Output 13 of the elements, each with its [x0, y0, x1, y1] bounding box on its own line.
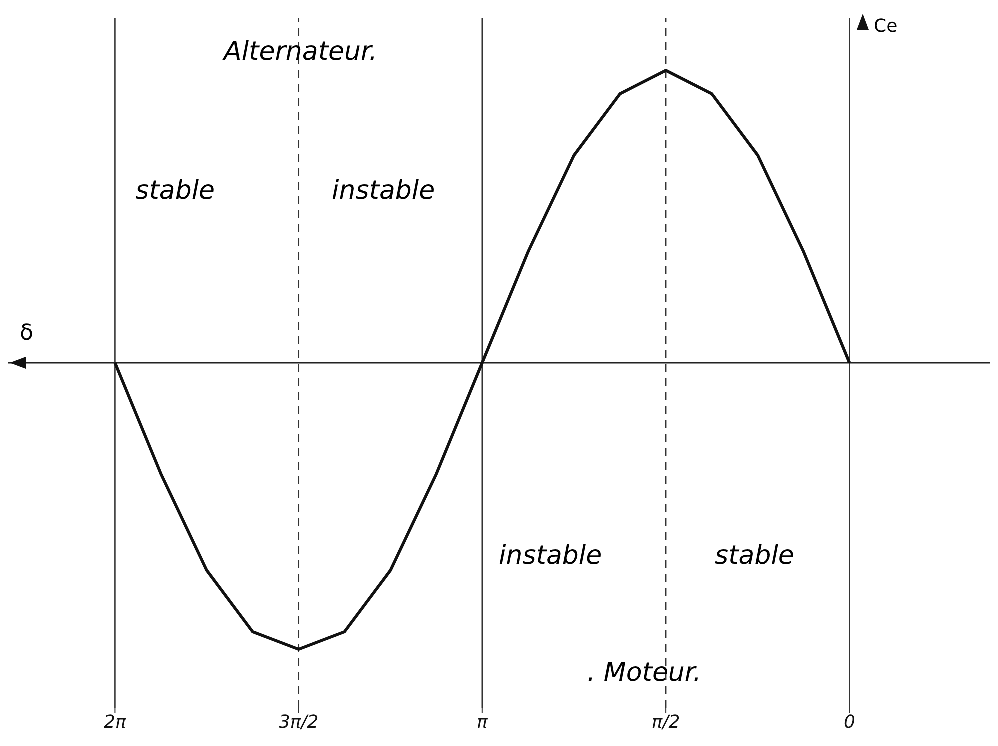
y-axis-title: Ce: [874, 16, 898, 37]
annotation: instable: [499, 540, 602, 571]
x-axis-title: δ: [20, 321, 34, 346]
text: . Moteur.: [587, 658, 702, 688]
x-tick-label: 0: [844, 712, 856, 733]
annotation: instable: [332, 176, 436, 206]
text: Alternateur.: [224, 37, 378, 68]
x-tick-label: 3π/2: [278, 712, 319, 733]
x-tick-label: π: [476, 712, 489, 733]
x-tick-label: π/2: [652, 712, 680, 733]
annotation: stable: [136, 176, 216, 206]
x-tick-label: 2π: [104, 712, 128, 733]
annotation: stable: [715, 540, 794, 571]
